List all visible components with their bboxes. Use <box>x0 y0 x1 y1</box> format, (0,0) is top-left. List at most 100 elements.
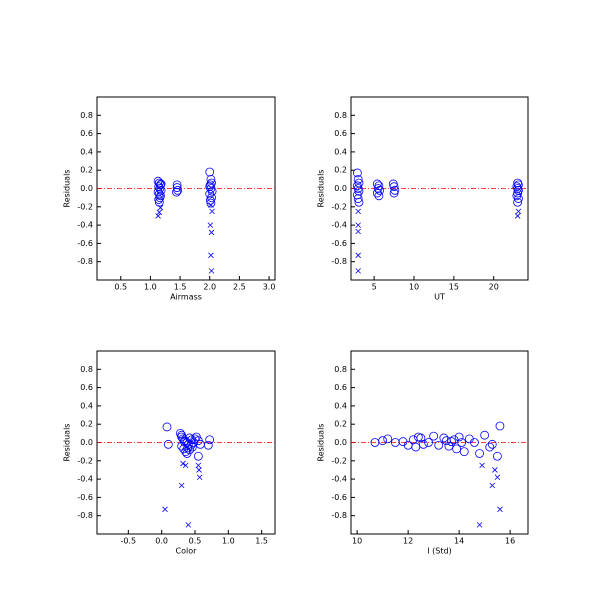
y-tick-label: 0.6 <box>80 129 93 138</box>
point <box>515 208 522 215</box>
point <box>424 438 433 447</box>
y-tick-label: -0.4 <box>77 221 93 230</box>
panel: -0.8 -0.6 -0.4 -0.2 0.0 0.2 0.4 0.6 0.8 -0.5 0.0 0.… <box>63 350 276 556</box>
point <box>156 209 163 216</box>
point <box>492 467 498 473</box>
point <box>374 191 384 201</box>
point <box>208 229 215 236</box>
y-tick-label: -0.8 <box>77 511 93 520</box>
x-axis-label: Color <box>176 547 198 556</box>
point <box>487 439 497 449</box>
y-tick-label: -0.4 <box>331 221 347 230</box>
point <box>187 442 197 452</box>
x-tick-label: 3.0 <box>263 283 276 292</box>
point <box>206 198 216 208</box>
panel: -0.8 -0.6 -0.4 -0.2 0.0 0.2 0.4 0.6 0.8 5 10 15 20 UT… <box>317 96 529 302</box>
x-tick-label: 0.0 <box>155 537 168 546</box>
y-axis-label: Residuals <box>63 170 72 208</box>
point <box>444 441 454 451</box>
x-tick-label: 15 <box>449 283 459 292</box>
y-tick-label: 0.8 <box>334 365 347 374</box>
point <box>180 460 186 467</box>
y-tick-label: 0.0 <box>334 438 347 447</box>
point <box>155 213 161 219</box>
point <box>512 191 522 201</box>
x-axis-label: UT <box>434 293 445 302</box>
point <box>429 431 439 441</box>
point <box>189 438 199 447</box>
point <box>172 180 182 190</box>
x-tick-label: -0.5 <box>121 537 137 546</box>
x-tick-label: 5 <box>372 283 377 292</box>
x-tick-label: 2.0 <box>203 283 216 292</box>
y-tick-label: -0.6 <box>77 493 93 502</box>
point <box>207 222 214 228</box>
x-axis-label: Airmass <box>170 293 202 302</box>
point <box>447 437 456 446</box>
point <box>352 190 362 200</box>
point <box>434 440 444 450</box>
point <box>454 432 464 442</box>
point <box>355 208 361 215</box>
point <box>178 482 185 489</box>
point <box>355 228 361 235</box>
y-axis-label: Residuals <box>317 424 326 462</box>
point <box>193 451 203 461</box>
point <box>353 174 363 184</box>
point <box>475 449 484 458</box>
point <box>480 430 490 440</box>
point <box>185 522 192 528</box>
y-axis-label: Residuals <box>63 424 72 462</box>
x-tick-label: 0.5 <box>114 283 127 292</box>
point <box>378 436 388 446</box>
x-tick-label: 1.0 <box>222 537 235 546</box>
y-tick-label: -0.8 <box>77 257 93 266</box>
point <box>514 194 523 203</box>
y-tick-label: 0.2 <box>80 166 93 175</box>
y-tick-label: -0.8 <box>331 257 347 266</box>
y-tick-label: 0.8 <box>80 111 93 120</box>
point <box>495 421 505 431</box>
y-tick-label: 0.2 <box>80 420 93 429</box>
y-tick-label: 0.8 <box>334 111 347 120</box>
y-tick-label: 0.4 <box>80 401 93 410</box>
point <box>413 432 423 442</box>
point <box>207 186 217 196</box>
point <box>173 185 183 195</box>
x-tick-label: 14 <box>454 537 464 546</box>
y-axis-label: Residuals <box>317 170 326 208</box>
point <box>175 428 185 438</box>
point <box>163 439 173 449</box>
y-tick-label: -0.4 <box>77 475 93 484</box>
point <box>373 184 383 193</box>
y-tick-label: -0.8 <box>331 511 347 520</box>
y-tick-label: -0.2 <box>331 202 347 211</box>
point <box>492 451 502 461</box>
y-tick-label: -0.2 <box>77 456 93 465</box>
x-tick-label: 1.5 <box>174 283 187 292</box>
panel: -0.8 -0.6 -0.4 -0.2 0.0 0.2 0.4 0.6 0.8 10 12 14 16 I… <box>317 350 529 556</box>
point <box>205 182 215 192</box>
point <box>514 213 521 219</box>
point <box>209 208 215 215</box>
x-axis-label: I (Std) <box>427 547 451 556</box>
point <box>383 434 393 444</box>
x-tick-label: 20 <box>489 283 499 292</box>
x-tick-label: 10 <box>352 537 362 546</box>
point <box>476 522 483 528</box>
point <box>457 438 467 447</box>
y-tick-label: -0.6 <box>331 239 347 248</box>
y-tick-label: -0.6 <box>331 493 347 502</box>
point <box>513 184 523 193</box>
point <box>372 188 382 198</box>
point <box>179 437 189 446</box>
point <box>355 268 361 274</box>
x-tick-label: 12 <box>403 537 413 546</box>
point <box>372 179 382 189</box>
x-tick-label: 0.5 <box>189 537 202 546</box>
x-tick-label: 16 <box>505 537 515 546</box>
point <box>352 168 362 178</box>
point <box>389 182 399 192</box>
x-tick-label: 10 <box>409 283 419 292</box>
point <box>354 197 364 207</box>
